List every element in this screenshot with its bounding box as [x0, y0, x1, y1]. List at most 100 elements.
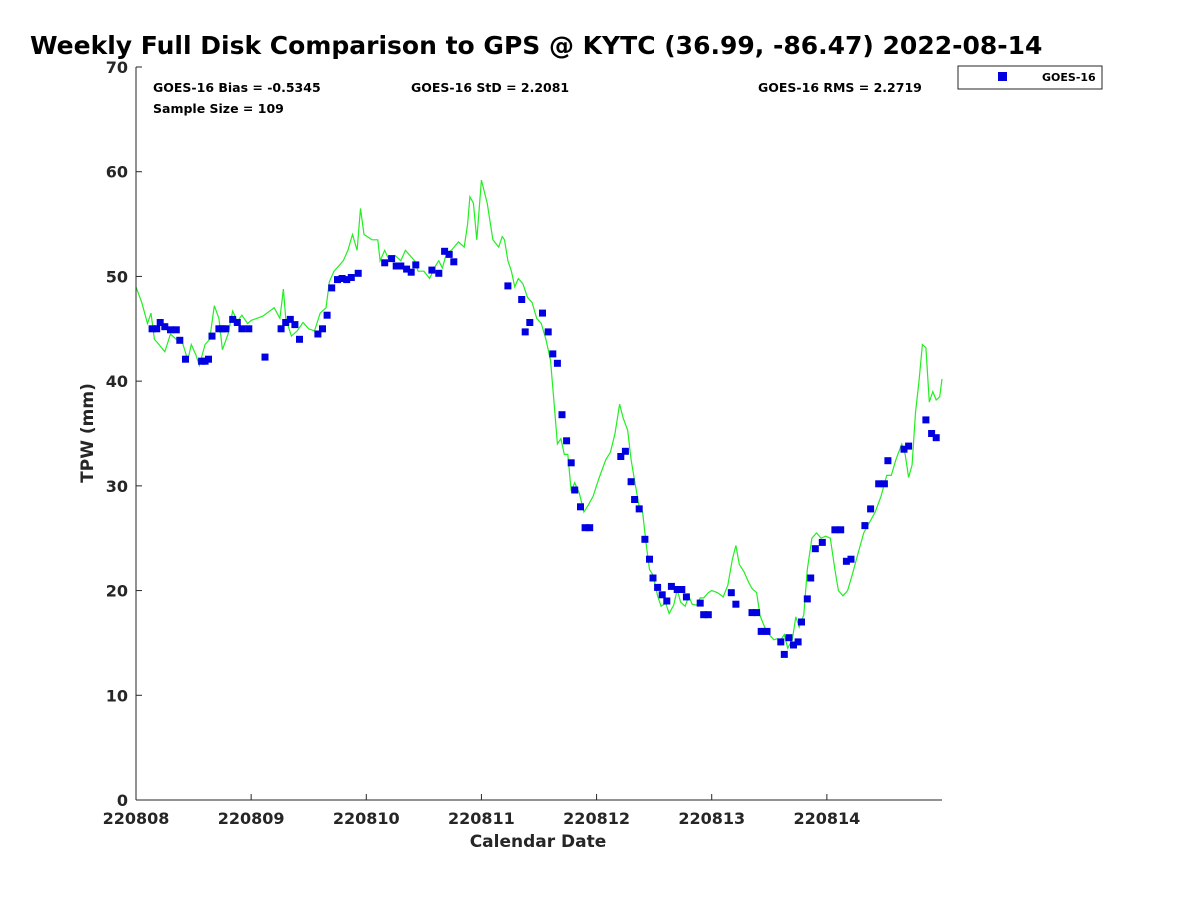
goes-16-point	[441, 247, 449, 255]
x-axis-label: Calendar Date	[470, 832, 607, 852]
goes-16-point	[780, 650, 788, 658]
stat-bias: GOES-16 Bias = -0.5345	[153, 80, 321, 95]
goes-16-point	[798, 618, 805, 626]
y-tick-label: 50	[106, 267, 128, 286]
goes-16-point	[222, 325, 230, 333]
goes-16-point	[403, 265, 411, 273]
y-tick-label: 0	[117, 791, 128, 810]
goes-16-point	[790, 641, 797, 649]
goes-16-point	[553, 359, 561, 367]
goes-16-point	[518, 296, 526, 303]
goes-16-point	[549, 350, 557, 358]
goes-16-point	[928, 430, 936, 437]
x-axis-ticks: 220808 220809 220810 220811 220812 220813 2208…	[103, 794, 860, 828]
x-tick-label: 220813	[678, 809, 745, 828]
goes-16-point	[627, 478, 635, 486]
goes-16-point	[229, 315, 237, 323]
goes-16-point	[763, 627, 771, 635]
goes-16-point	[704, 611, 712, 619]
goes-16-point	[153, 325, 161, 333]
goes-16-point	[880, 480, 888, 488]
y-tick-label: 70	[106, 58, 128, 77]
legend-label-goes-16: GOES-16	[1042, 71, 1096, 84]
x-tick-label: 220812	[563, 809, 630, 828]
y-tick-label: 40	[106, 372, 128, 391]
goes-16-point	[435, 269, 443, 277]
goes-16-point	[558, 411, 566, 419]
goes-16-point	[282, 319, 290, 326]
goes-16-point	[176, 336, 184, 344]
goes-16-point	[777, 638, 785, 646]
y-tick-label: 60	[106, 163, 128, 182]
gps-line	[135, 179, 943, 650]
goes-16-point	[319, 325, 326, 333]
goes-16-series	[148, 247, 940, 658]
goes-16-point	[696, 599, 704, 607]
goes-16-point	[663, 597, 671, 605]
plot-background	[136, 67, 942, 800]
goes-16-point	[544, 328, 552, 336]
goes-16-point	[649, 574, 657, 582]
legend: GOES-16	[957, 65, 1103, 90]
goes-16-point	[334, 276, 341, 284]
goes-16-point	[586, 524, 594, 532]
goes-16-point	[811, 545, 819, 553]
y-tick-label: 10	[106, 686, 128, 705]
goes-16-point	[884, 457, 892, 465]
y-axis-ticks: 0 10 20 30 40 50 60 70	[106, 58, 142, 810]
goes-16-point	[343, 276, 351, 284]
goes-16-point	[328, 284, 336, 292]
goes-16-point	[392, 262, 400, 270]
goes-16-point	[732, 600, 740, 608]
goes-16-point	[205, 355, 212, 363]
y-axis-label: TPW (mm)	[78, 383, 98, 483]
goes-16-point	[682, 593, 690, 601]
gps-series	[135, 179, 943, 650]
goes-16-point	[753, 609, 761, 617]
legend-box	[957, 65, 1103, 90]
goes-16-point	[631, 496, 639, 503]
goes-16-point	[161, 323, 169, 331]
goes-16-point	[905, 442, 913, 450]
x-tick-label: 220814	[793, 809, 860, 828]
goes-16-point	[635, 505, 643, 513]
goes-16-point	[646, 555, 653, 563]
goes-16-point	[932, 434, 940, 442]
goes-16-point	[617, 453, 625, 460]
goes-16-point	[296, 335, 303, 343]
goes-16-point	[208, 332, 216, 340]
goes-16-point	[238, 325, 246, 333]
goes-16-point	[539, 309, 546, 317]
goes-16-point	[571, 486, 579, 494]
goes-16-point	[338, 275, 346, 282]
goes-16-point	[381, 259, 389, 267]
goes-16-point	[156, 319, 164, 326]
goes-16-point	[245, 325, 253, 333]
goes-16-point	[347, 274, 355, 281]
goes-16-point	[641, 535, 649, 543]
goes-16-point	[277, 325, 285, 333]
goes-16-point	[172, 326, 180, 334]
goes-16-point	[450, 258, 458, 266]
goes-16-point	[654, 583, 662, 591]
goes-16-point	[727, 589, 735, 597]
stat-rms: GOES-16 RMS = 2.2719	[758, 80, 922, 95]
y-tick-label: 20	[106, 582, 128, 601]
goes-16-point	[748, 609, 756, 617]
goes-16-point	[291, 321, 299, 329]
goes-16-point	[567, 459, 575, 467]
goes-16-point	[167, 326, 174, 334]
x-tick-label: 220809	[218, 809, 285, 828]
goes-16-point	[847, 555, 855, 563]
goes-16-point	[182, 355, 189, 363]
goes-16-point	[900, 445, 908, 453]
goes-16-point	[794, 638, 802, 646]
x-tick-label: 220810	[333, 809, 400, 828]
goes-16-point	[803, 595, 811, 603]
goes-16-point	[837, 526, 845, 534]
goes-16-point	[323, 311, 331, 319]
goes-16-point	[354, 269, 362, 277]
goes-16-point	[861, 522, 869, 530]
goes-16-point	[867, 505, 875, 513]
goes-16-point	[667, 582, 675, 590]
